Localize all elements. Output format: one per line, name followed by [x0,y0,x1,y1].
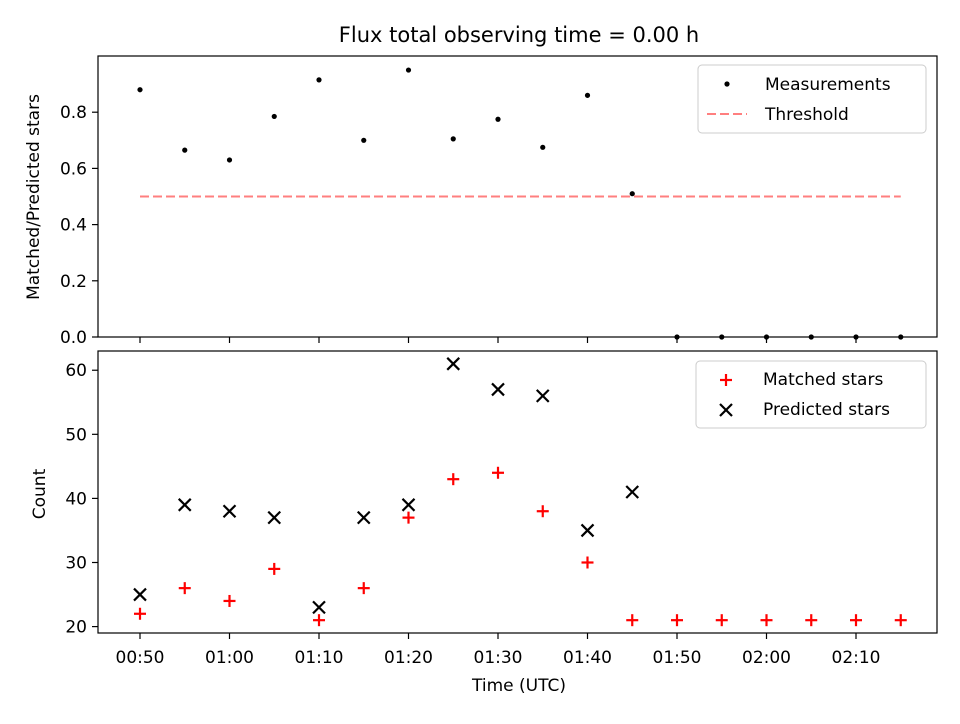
matched-star-point [671,614,683,627]
predicted-star-point [356,510,371,525]
legend-measurements-label: Measurements [765,75,891,95]
predicted-star-point [222,504,237,519]
measurement-point [137,87,143,93]
x-tick-label: 02:00 [742,648,791,668]
bottom-legend: Matched stars Predicted stars [695,360,927,429]
matched-star-point [850,614,862,627]
x-tick-label: 01:10 [295,648,344,668]
top-y-ticks: 0.0 0.2 0.4 0.6 0.8 [60,103,98,348]
measurement-points [137,67,904,340]
top-legend-box [697,64,927,134]
measurement-point [719,334,725,340]
bottom-y-axis-label: Count [30,468,50,519]
predicted-star-point [133,587,147,602]
matched-star-point [178,582,191,595]
y-tick-label: 60 [65,361,87,381]
y-tick-label: 50 [65,425,87,445]
measurement-point [495,116,501,122]
bottom-x-ticks: 00:50 01:00 01:10 01:20 01:30 01:40 01:50 02:00… [116,633,881,668]
predicted-star-point [267,510,282,525]
x-tick-label: 01:40 [563,648,612,668]
x-tick-label: 01:50 [653,648,702,668]
matched-star-point [894,614,907,627]
matched-star-point [447,473,460,486]
matched-star-points [134,466,907,627]
bottom-panel-frame [97,350,938,634]
predicted-star-point [177,498,192,512]
matched-star-point [134,607,146,620]
y-tick-label: 0.6 [60,159,87,179]
legend-matched-marker [720,374,732,386]
measurement-point [450,136,456,142]
matched-star-point [313,614,325,627]
x-tick-label: 00:50 [116,648,165,668]
matched-star-point [492,466,504,479]
measurement-point [271,113,277,120]
chart-title: Flux total observing time = 0.00 h [339,23,699,47]
measurement-point [182,147,188,153]
matched-star-point [357,582,370,595]
y-tick-label: 30 [65,554,87,574]
measurement-point [226,157,233,163]
x-tick-label: 01:00 [205,648,254,668]
y-tick-label: 0.4 [60,216,87,236]
top-y-axis-label: Matched/Predicted stars [24,94,44,300]
legend-threshold-label: Threshold [764,105,849,125]
matched-star-point [760,614,773,627]
x-tick-label: 02:10 [832,648,881,668]
matched-star-point [223,594,236,607]
top-x-ticks [139,337,857,343]
measurement-point [808,334,814,340]
measurement-point [540,144,546,150]
matched-star-point [268,562,281,575]
y-tick-label: 0.8 [60,103,87,123]
top-panel-frame [97,55,938,338]
predicted-star-point [446,357,461,371]
bottom-y-ticks: 20 30 40 50 60 [65,361,98,638]
y-tick-label: 0.0 [60,328,87,348]
predicted-star-point [401,498,416,512]
y-tick-label: 20 [65,618,87,638]
measurement-point [629,191,635,197]
predicted-star-point [312,600,326,615]
top-panel: Matched/Predicted stars 0.00.20.40.60.8 … [24,55,938,348]
matched-star-point [536,505,549,518]
predicted-star-point [580,523,595,538]
top-legend: Measurements Threshold [697,64,927,134]
matched-star-point [805,614,818,627]
measurement-point [674,334,680,340]
legend-measurements-marker [724,81,730,87]
predicted-star-point [535,389,550,403]
measurement-point [316,77,322,83]
bottom-legend-box [695,360,927,429]
x-tick-label: 01:30 [474,648,523,668]
matched-star-point [715,614,728,627]
measurement-point [853,334,859,340]
measurement-point [405,67,412,73]
x-tick-label: 01:20 [384,648,433,668]
matched-star-point [581,556,594,569]
measurement-point [584,92,591,98]
predicted-star-point [491,382,505,397]
measurement-point [763,334,770,340]
measurement-point [898,334,904,340]
matched-star-point [402,511,415,524]
bottom-panel: Count 20 30 40 50 60 00:50 01:00 01:10 01:20 01:… [30,350,938,696]
legend-predicted-label: Predicted stars [763,400,890,420]
predicted-star-point [625,485,640,499]
y-tick-label: 0.2 [60,272,87,292]
legend-predicted-marker [719,403,733,417]
predicted-star-points [133,357,640,615]
y-tick-label: 40 [65,489,87,509]
measurement-point [361,137,367,143]
matched-star-point [626,614,639,627]
x-axis-label: Time (UTC) [471,676,566,696]
legend-matched-label: Matched stars [763,370,883,390]
